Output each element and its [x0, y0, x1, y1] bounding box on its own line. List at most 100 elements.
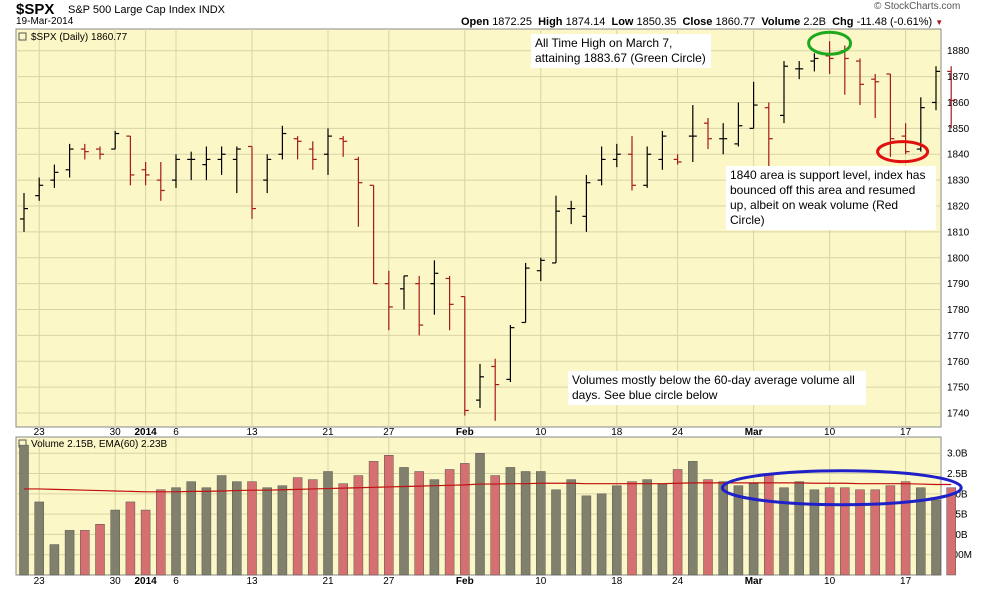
high-value: 1874.14	[565, 16, 606, 28]
ohlc-bar	[658, 130, 667, 170]
ohlc-bar	[172, 154, 180, 188]
volume-bar	[718, 481, 728, 576]
volume-bar	[566, 479, 576, 576]
ohlc-bar	[749, 81, 758, 129]
volume-bar	[19, 444, 29, 576]
volume-bar	[171, 487, 181, 576]
ohlc-bar	[111, 130, 120, 150]
volume-bar	[733, 485, 744, 576]
ohlc-bar	[643, 146, 652, 188]
ohlc-bar	[582, 174, 591, 232]
price-y-tick-label: 1810	[947, 227, 970, 238]
volume-bar	[399, 467, 409, 576]
low-label: Low	[611, 16, 634, 28]
blue-circle-highlight	[720, 469, 963, 507]
price-x-tick-label: 30	[110, 427, 122, 438]
volume-y-tick-label: 2.5B	[947, 469, 968, 480]
ohlc-bar	[810, 53, 819, 72]
volume-bar	[156, 489, 166, 576]
volume-bar	[672, 469, 683, 576]
ohlc-bar	[400, 275, 408, 310]
ohlc-bar	[293, 136, 302, 160]
volume-bar	[627, 481, 637, 576]
volume-bar	[140, 509, 151, 576]
volume-x-tick-label: 18	[611, 576, 623, 587]
price-x-tick-label: 24	[672, 427, 684, 438]
ohlc-bar	[324, 128, 332, 175]
ohlc-bar	[445, 275, 454, 331]
volume-bar	[338, 483, 348, 576]
ohlc-bar	[871, 74, 880, 118]
close-label: Close	[682, 16, 713, 28]
volume-bar	[946, 487, 956, 576]
ohlc-bar	[673, 154, 682, 165]
volume-bar	[368, 461, 379, 576]
ohlc-bar	[780, 61, 788, 124]
volume-bar	[824, 487, 835, 576]
ohlc-bar	[491, 358, 500, 421]
ohlc-bar	[536, 257, 545, 282]
quote-summary: Open 1872.25 High 1874.14 Low 1850.35 Cl…	[461, 16, 943, 28]
volume-bar	[414, 471, 424, 576]
price-x-tick-label: 10	[824, 427, 836, 438]
volume-bar	[216, 475, 227, 576]
volume-x-tick-label: 2014	[134, 576, 157, 587]
ema-line	[24, 482, 952, 493]
volume-bar	[460, 463, 470, 576]
volume-bar	[308, 479, 318, 576]
volume-bar	[900, 481, 911, 576]
volume-bar	[64, 530, 75, 576]
volume-bar	[34, 501, 44, 576]
volume-bar	[201, 487, 212, 576]
volume-bar	[110, 509, 120, 576]
volume-y-tick-label: 1.5B	[947, 510, 968, 521]
volume-bar	[292, 477, 303, 576]
volume-x-tick-label: 21	[322, 576, 334, 587]
ohlc-bar	[156, 162, 165, 201]
price-y-tick-label: 1860	[947, 98, 970, 109]
volume-bar	[505, 467, 516, 576]
volume-x-tick-label: 13	[246, 576, 258, 587]
price-x-tick-label: 2014	[134, 427, 157, 438]
volume-y-tick-label: 2.0B	[947, 489, 968, 500]
symbol: $SPX	[16, 1, 55, 18]
ohlc-bar	[339, 136, 348, 157]
volume-bar	[384, 455, 394, 576]
volume-bar	[809, 489, 820, 576]
ohlc-bar	[20, 193, 28, 232]
volume-bar	[80, 530, 90, 576]
stockcharts-brand[interactable]: © StockCharts.com	[874, 1, 961, 12]
ohlc-bar	[476, 363, 484, 408]
red-circle-highlight	[876, 140, 930, 164]
low-value: 1850.35	[636, 16, 677, 28]
ohlc-bar	[50, 164, 59, 188]
volume-x-tick-label: 17	[900, 576, 912, 587]
ohlc-bar	[947, 66, 956, 129]
volume-y-tick-label: 3.0B	[947, 449, 968, 460]
ohlc-bar	[232, 146, 241, 194]
ohlc-bar	[567, 200, 576, 225]
volume-bar	[262, 487, 272, 576]
volume-bar	[551, 489, 561, 576]
volume-x-tick-label: 6	[173, 576, 179, 587]
volume-bar	[186, 481, 196, 576]
chg-value: -11.48 (-0.61%)	[856, 16, 933, 28]
ohlc-bar	[688, 105, 697, 162]
ohlc-bar	[521, 262, 530, 324]
ohlc-bar	[308, 141, 317, 170]
ohlc-bar	[126, 135, 135, 186]
volume-bar	[779, 487, 789, 576]
volume-panel-title: Volume 2.15B, EMA(60) 2.23B	[31, 439, 168, 450]
index-name: S&P 500 Large Cap Index INDX	[68, 4, 225, 16]
volume-bar	[931, 499, 941, 576]
price-y-tick-label: 1750	[947, 383, 970, 394]
ohlc-bar	[369, 184, 378, 285]
down-triangle-icon: ▼	[935, 18, 944, 27]
ohlc-bar	[430, 260, 439, 315]
open-label: Open	[461, 16, 490, 28]
close-value: 1860.77	[715, 16, 756, 28]
volume-bar	[703, 479, 713, 576]
price-x-tick-label: 17	[900, 427, 912, 438]
price-y-tick-label: 1790	[947, 279, 970, 290]
chg-label: Chg	[832, 16, 854, 28]
